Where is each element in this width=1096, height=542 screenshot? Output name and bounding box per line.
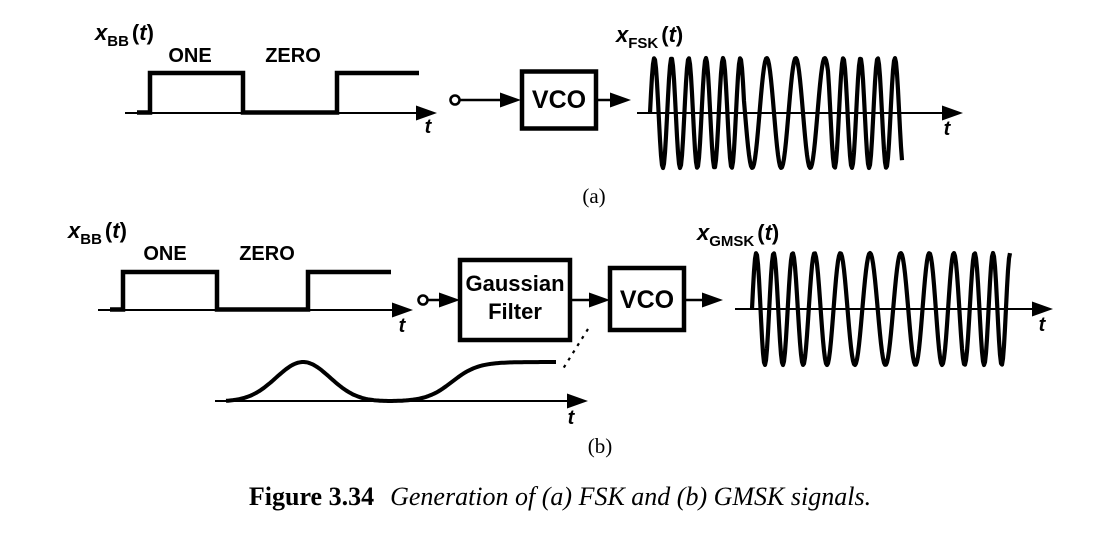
vco-box-a (519, 69, 599, 131)
time-axis-arrowhead-a (416, 105, 437, 121)
baseband-plot-a: xBB (t) ONE ZERO t (94, 20, 437, 138)
signal-label-xbb-b: xBB (t) (67, 218, 127, 248)
panel-b-tag: (b) (588, 434, 613, 458)
panel-b: xBB (t) ONE ZERO t Gaussian Filter VCO xG… (67, 218, 1053, 458)
gaussian-filter-label-line1: Gaussian (465, 271, 564, 296)
vco-label-a: VCO (532, 86, 586, 114)
vco-label-b: VCO (620, 286, 674, 314)
filter-input-arrowhead (439, 292, 460, 308)
bit-label-zero-b: ZERO (239, 243, 295, 265)
figure-caption-number: Figure 3.34 (249, 482, 374, 511)
figure-caption: Figure 3.34 Generation of (a) FSK and (b)… (249, 482, 871, 511)
input-node-b (417, 294, 429, 306)
gmsk-plot: xGMSK (t) t (696, 220, 1053, 368)
bit-label-one-b: ONE (143, 243, 186, 265)
vco-output-arrowhead-a (610, 92, 631, 108)
bit-label-zero-a: ZERO (265, 45, 321, 67)
gaussian-filter-box (457, 257, 573, 343)
bit-label-one-a: ONE (168, 45, 211, 67)
vco-output-arrowhead-b (702, 292, 723, 308)
input-node-a (449, 94, 461, 106)
gmsk-waveform (749, 250, 1013, 368)
gaussian-filter-label-line2: Filter (488, 299, 542, 324)
fsk-plot: xFSK (t) t (615, 22, 963, 171)
panel-a: xBB (t) ONE ZERO t VCO xFSK (t) t (a) (94, 20, 963, 208)
signal-label-xfsk: xFSK (t) (615, 22, 683, 52)
gaussian-pulse-waveform (225, 360, 556, 403)
fsk-axis-label: t (944, 118, 952, 140)
gaussian-pulse-plot: t (215, 328, 589, 429)
vco-input-arrowhead-a (500, 92, 521, 108)
signal-label-xgmsk: xGMSK (t) (696, 220, 779, 250)
panel-a-tag: (a) (582, 184, 605, 208)
time-axis-arrowhead-b (392, 302, 413, 318)
fsk-axis-arrowhead (942, 105, 963, 121)
baseband-square-wave-a (137, 70, 419, 115)
filter-to-vco-arrowhead (589, 292, 610, 308)
time-axis-label-a: t (425, 116, 433, 138)
baseband-square-wave-b (110, 269, 391, 312)
figure-caption-text: Generation of (a) FSK and (b) GMSK signa… (390, 482, 871, 511)
time-axis-label-b: t (399, 315, 407, 337)
pulse-axis-label: t (568, 407, 576, 429)
gmsk-axis-label: t (1039, 314, 1047, 336)
signal-label-xbb-a: xBB (t) (94, 20, 154, 50)
fsk-waveform (647, 55, 905, 171)
baseband-plot-b: xBB (t) ONE ZERO t (67, 218, 413, 337)
pulse-axis-arrowhead (567, 393, 588, 409)
gmsk-axis-arrowhead (1032, 301, 1053, 317)
